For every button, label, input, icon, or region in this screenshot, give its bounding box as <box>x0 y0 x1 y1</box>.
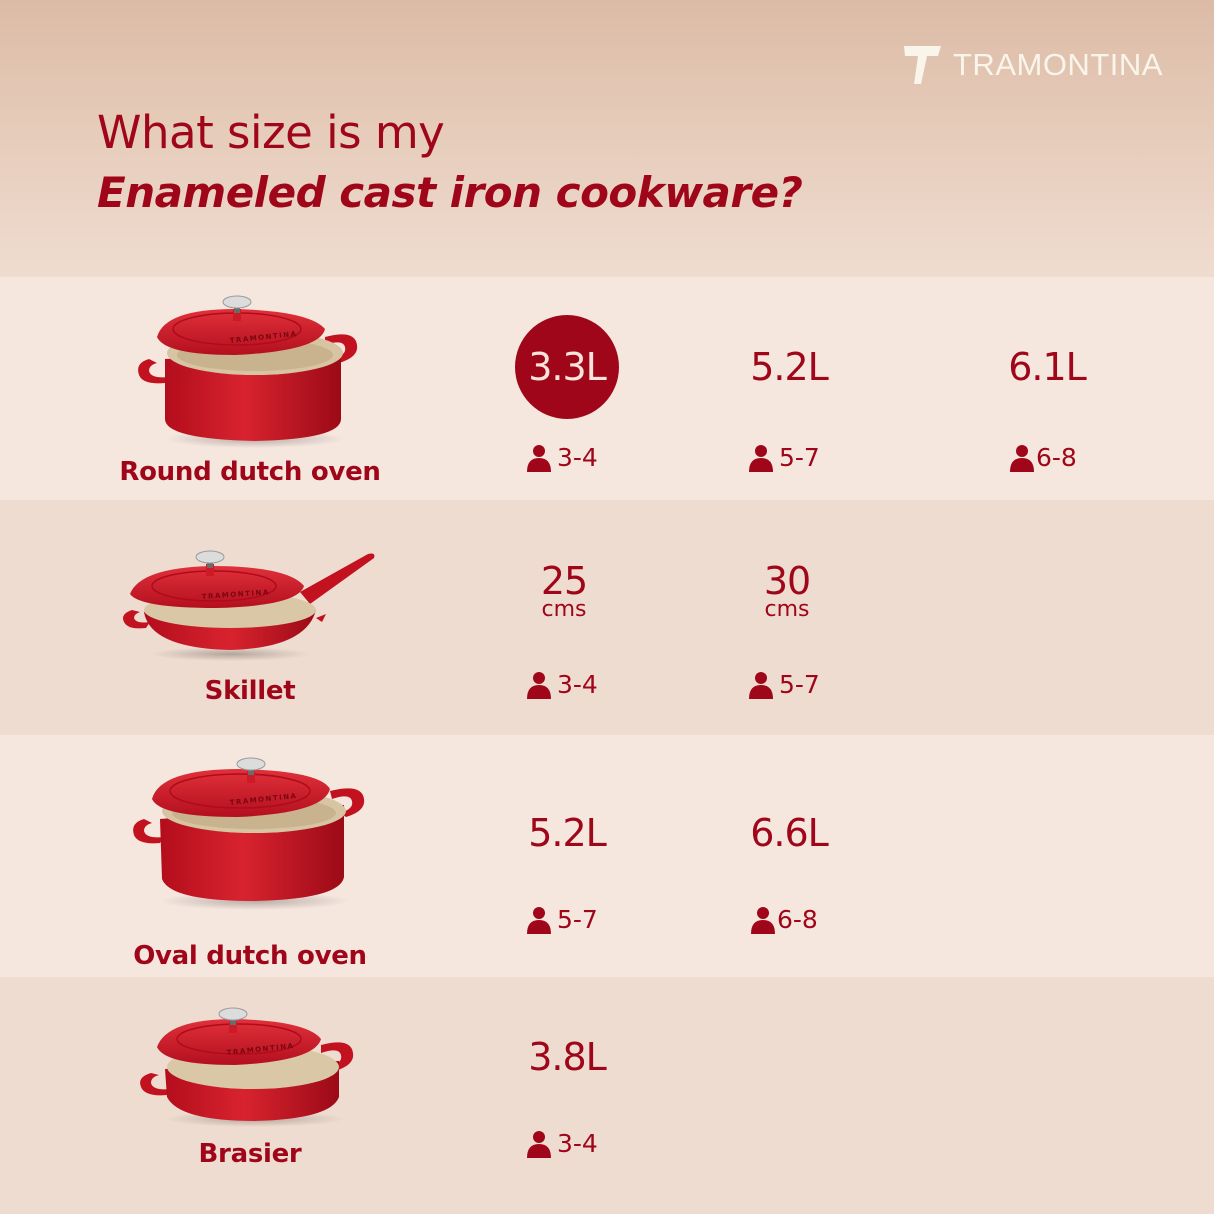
size-value: 3.8L <box>528 1035 607 1079</box>
tramontina-t-logo-icon <box>904 46 941 84</box>
serves-count: 3-4 <box>557 1129 598 1158</box>
serves-count: 5-7 <box>779 443 820 472</box>
size-value: 5.2L <box>750 345 829 389</box>
title-line-1: What size is my <box>97 106 445 159</box>
size-value: 3.3L <box>528 345 607 389</box>
size-option[interactable]: 30 cms <box>707 559 867 622</box>
page-title: What size is my Enameled cast iron cookw… <box>97 104 803 224</box>
size-option[interactable]: 3.8L <box>487 1035 647 1079</box>
serves-info: 3-4 <box>527 670 598 699</box>
person-icon <box>527 1130 551 1158</box>
serves-info: 3-4 <box>527 1129 598 1158</box>
product-cell: TRAMONTINA Round dutch oven <box>100 289 400 487</box>
size-value: 6.1L <box>1008 345 1087 389</box>
serves-count: 3-4 <box>557 443 598 472</box>
header: TRAMONTINA What size is my Enameled cast… <box>0 0 1214 277</box>
product-cell: TRAMONTINA Oval dutch oven <box>100 751 400 971</box>
round-dutch-oven-image: TRAMONTINA <box>138 295 358 448</box>
product-row-oval-dutch-oven: TRAMONTINA Oval dutch oven 5.2L 5-7 6.6L… <box>0 735 1214 977</box>
person-icon <box>1010 444 1034 472</box>
serves-info: 6-8 <box>751 905 818 934</box>
brand-name: TRAMONTINA <box>953 47 1163 82</box>
serves-count: 3-4 <box>557 670 598 699</box>
size-option-selected[interactable]: 3.3L <box>487 315 647 419</box>
size-value: 30 <box>763 559 811 603</box>
person-icon <box>749 444 773 472</box>
size-option[interactable]: 6.6L <box>709 811 869 855</box>
person-icon <box>751 906 775 934</box>
product-row-brasier: TRAMONTINA Brasier 3.8L 3-4 <box>0 977 1214 1214</box>
size-option[interactable]: 5.2L <box>487 811 647 855</box>
size-badge: 3.3L <box>515 315 619 419</box>
serves-count: 6-8 <box>777 905 818 934</box>
size-option[interactable]: 6.1L <box>967 345 1127 389</box>
size-unit: cms <box>764 597 810 622</box>
serves-count: 5-7 <box>779 670 820 699</box>
serves-count: 5-7 <box>557 905 598 934</box>
size-option[interactable]: 25 cms <box>484 559 644 622</box>
product-cell: TRAMONTINA Skillet <box>100 544 400 706</box>
person-icon <box>527 906 551 934</box>
size-value: 5.2L <box>528 811 607 855</box>
size-value: 25 <box>540 559 588 603</box>
person-icon <box>527 444 551 472</box>
size-unit: cms <box>541 597 587 622</box>
serves-info: 5-7 <box>749 670 820 699</box>
person-icon <box>749 671 773 699</box>
serves-info: 5-7 <box>749 443 820 472</box>
title-line-2: Enameled cast iron cookware? <box>97 168 803 217</box>
product-cell: TRAMONTINA Brasier <box>100 1001 400 1169</box>
skillet-image: TRAMONTINA <box>123 550 375 661</box>
brand-logo: TRAMONTINA <box>903 44 1163 86</box>
serves-info: 5-7 <box>527 905 598 934</box>
product-name: Skillet <box>204 676 296 706</box>
size-value: 6.6L <box>750 811 829 855</box>
size-option[interactable]: 5.2L <box>709 345 869 389</box>
serves-count: 6-8 <box>1036 443 1077 472</box>
serves-info: 3-4 <box>527 443 598 472</box>
person-icon <box>527 671 551 699</box>
product-row-skillet: TRAMONTINA Skillet 25 cms 3-4 30 cms 5-7 <box>0 500 1214 735</box>
product-name: Brasier <box>198 1139 302 1169</box>
serves-info: 6-8 <box>1010 443 1077 472</box>
product-name: Round dutch oven <box>119 457 381 487</box>
oval-dutch-oven-image: TRAMONTINA <box>133 757 365 910</box>
brasier-image: TRAMONTINA <box>140 1007 354 1127</box>
product-name: Oval dutch oven <box>133 941 367 971</box>
product-row-round-dutch-oven: TRAMONTINA Round dutch oven 3.3L 3-4 5.2… <box>0 277 1214 500</box>
